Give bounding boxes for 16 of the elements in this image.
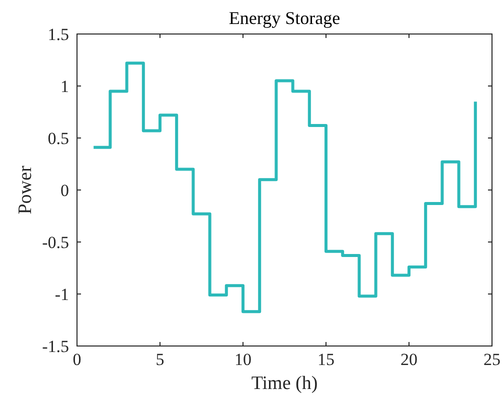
x-axis-title: Time (h) [251, 373, 318, 394]
y-axis-title: Power [15, 165, 36, 214]
y-tick-label: -0.5 [42, 233, 69, 252]
y-tick-label: 0.5 [48, 129, 69, 148]
y-tick-label: 1.5 [48, 25, 69, 44]
x-tick-label: 15 [318, 350, 334, 369]
chart-title: Energy Storage [228, 8, 340, 28]
y-tick-label: -1.5 [42, 337, 69, 356]
x-tick-label: 5 [156, 350, 164, 369]
y-tick-label: -1 [54, 285, 69, 304]
x-tick-label: 25 [484, 350, 500, 369]
x-tick-label: 20 [400, 350, 418, 369]
y-tick-label: 1 [60, 77, 69, 96]
x-tick-label: 10 [234, 350, 252, 369]
x-tick-label: 0 [72, 350, 82, 369]
y-tick-label: 0 [60, 181, 69, 200]
